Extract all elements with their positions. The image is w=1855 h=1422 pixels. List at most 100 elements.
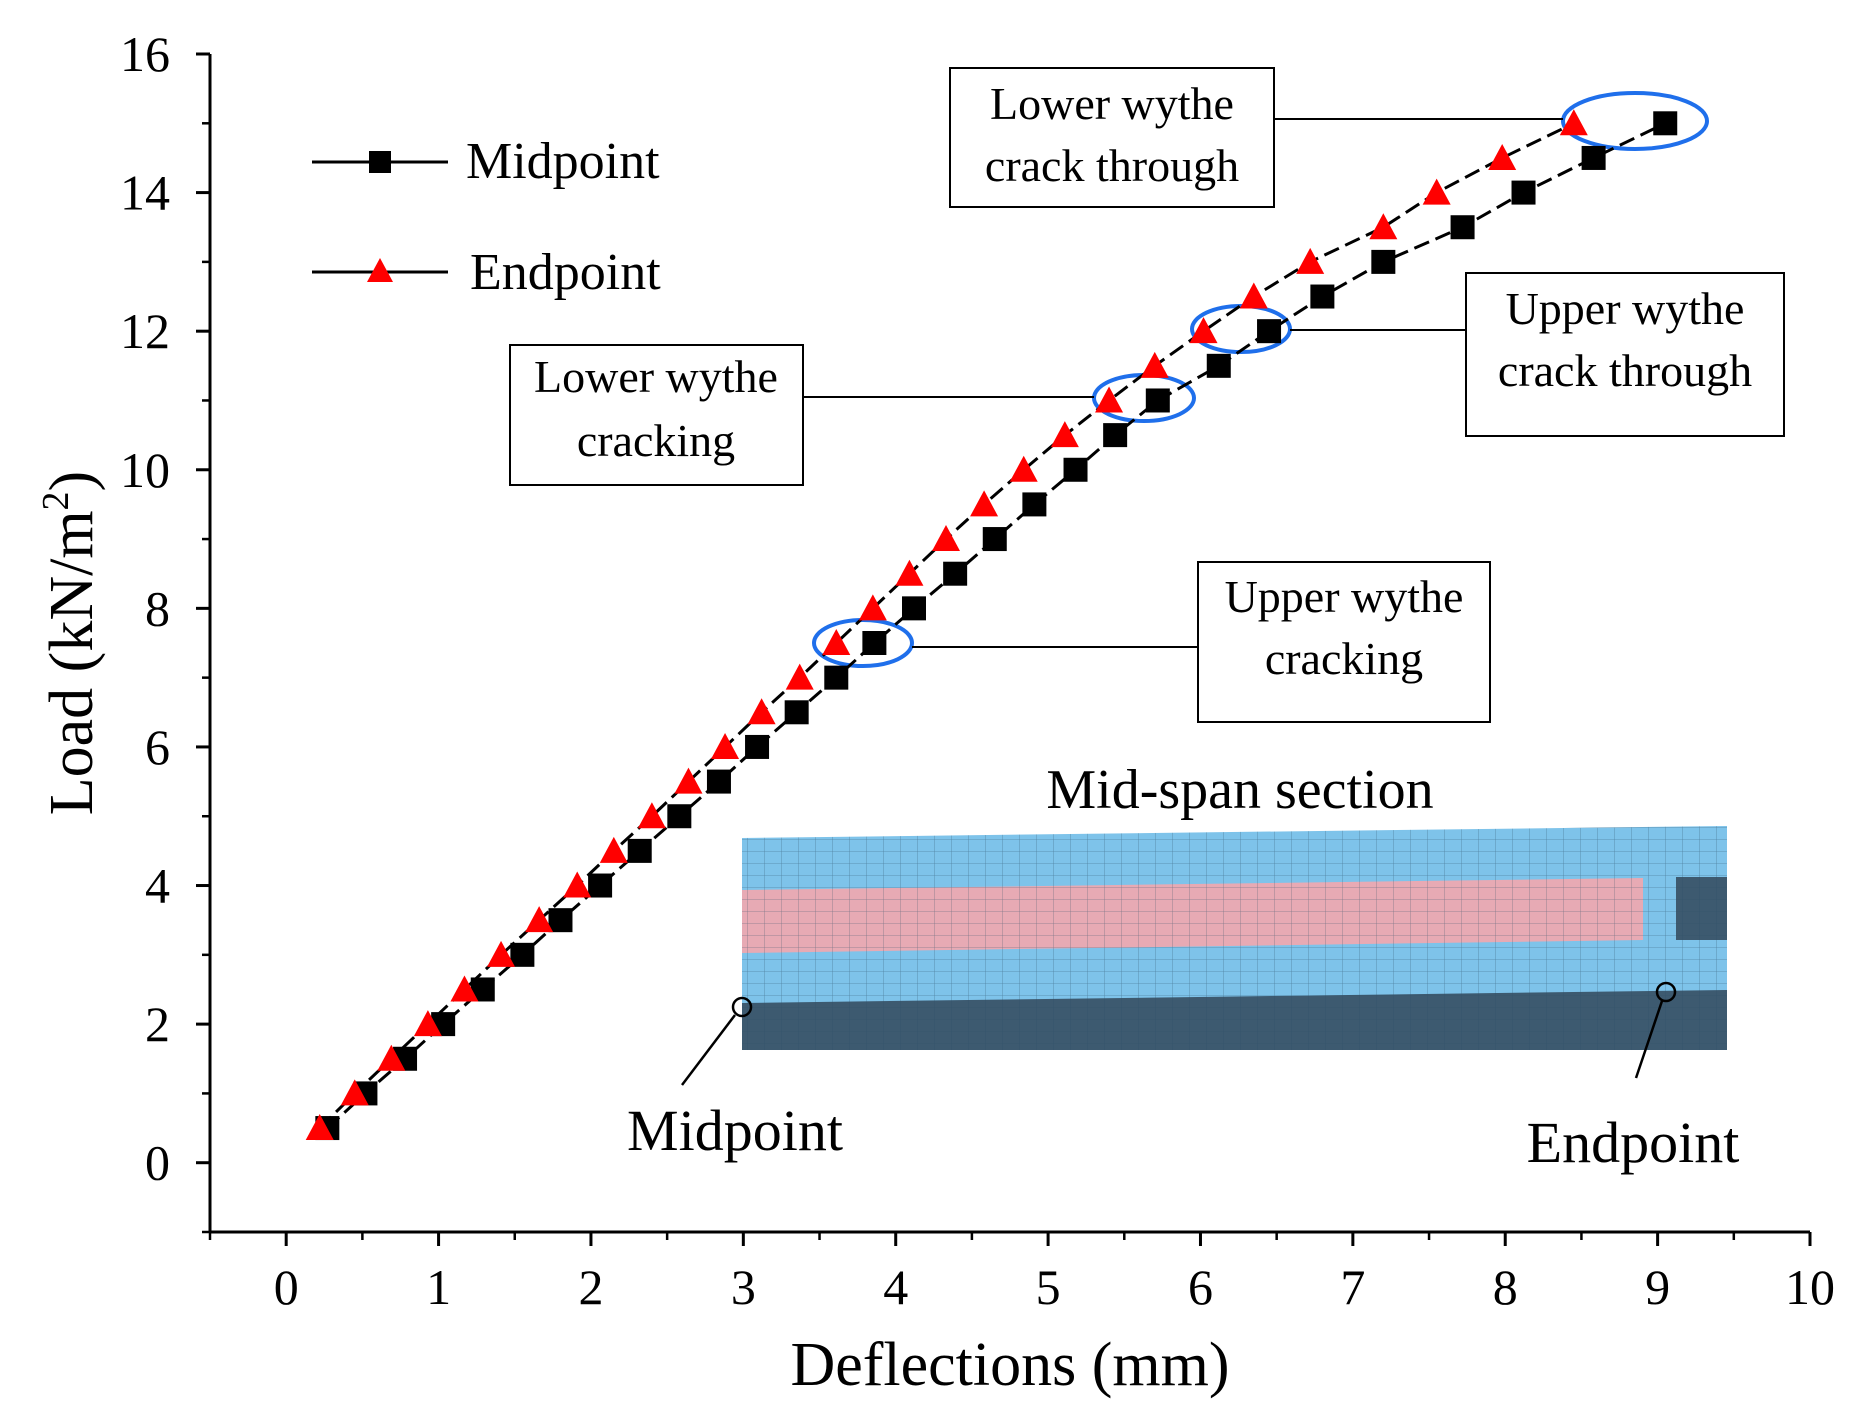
data-point-endpoint xyxy=(747,698,776,725)
data-point-endpoint xyxy=(822,629,851,655)
y-axis-label-sup: 2 xyxy=(35,491,77,510)
data-point-midpoint xyxy=(1653,111,1678,136)
data-point-midpoint xyxy=(1371,249,1396,274)
data-point-midpoint xyxy=(548,908,573,933)
data-point-endpoint xyxy=(1009,455,1038,482)
data-point-endpoint xyxy=(487,940,516,967)
highlight-lower-crack-through xyxy=(1561,91,1709,151)
data-point-endpoint xyxy=(1140,351,1169,378)
data-point-midpoint xyxy=(667,804,692,829)
x-tick-label: 7 xyxy=(1340,1259,1365,1315)
annotation-lower-crack-through-line2: crack through xyxy=(985,140,1239,191)
y-tick-label: 6 xyxy=(145,719,170,775)
annotation-upper-cracking: Upper wythe cracking xyxy=(1197,561,1491,723)
annotation-upper-crack-through-line2: crack through xyxy=(1498,345,1752,396)
inset-midpoint-leader xyxy=(681,1014,736,1086)
series-endpoint xyxy=(305,109,1588,1141)
legend-label-endpoint: Endpoint xyxy=(470,244,661,301)
leader-lines xyxy=(803,118,1563,648)
annotation-upper-crack-through: Upper wythe crack through xyxy=(1465,272,1785,437)
data-point-midpoint xyxy=(1257,319,1282,344)
data-point-endpoint xyxy=(711,732,740,759)
data-point-midpoint xyxy=(784,700,809,725)
data-point-endpoint xyxy=(970,490,999,517)
data-point-midpoint xyxy=(824,665,849,690)
data-point-midpoint xyxy=(706,769,731,794)
data-point-midpoint xyxy=(1581,145,1606,170)
y-tick-label: 16 xyxy=(120,26,170,82)
data-point-endpoint xyxy=(1050,421,1079,448)
data-point-endpoint xyxy=(1189,317,1218,344)
x-tick-label: 0 xyxy=(274,1259,299,1315)
inset-midpoint-marker xyxy=(731,996,753,1018)
y-axis-label: Load (kN/m2) xyxy=(35,471,106,815)
data-point-midpoint xyxy=(1103,423,1128,448)
y-tick-label: 12 xyxy=(120,303,170,359)
inset-midpoint-label: Midpoint xyxy=(627,1098,843,1163)
data-point-endpoint xyxy=(413,1010,442,1037)
legend-item-endpoint: Endpoint xyxy=(312,244,661,301)
legend: Midpoint Endpoint xyxy=(312,133,661,301)
data-point-endpoint xyxy=(599,836,628,863)
x-tick-label: 9 xyxy=(1645,1259,1670,1315)
data-point-midpoint xyxy=(1145,388,1170,413)
data-point-midpoint xyxy=(1063,457,1088,482)
data-point-endpoint xyxy=(450,975,479,1002)
annotation-boxes: Upper wythe cracking Lower wythe crackin… xyxy=(509,67,1785,723)
inset-endpoint-leader xyxy=(1634,1000,1664,1079)
y-tick-label: 0 xyxy=(145,1135,170,1191)
data-point-midpoint xyxy=(943,561,968,586)
inset-endpoint-label: Endpoint xyxy=(1527,1110,1740,1175)
data-point-midpoint xyxy=(1022,492,1047,517)
inset-mesh xyxy=(742,826,1727,1050)
inset-endpoint-marker xyxy=(1655,981,1677,1003)
data-point-endpoint xyxy=(563,871,592,898)
data-point-midpoint xyxy=(902,596,926,621)
data-point-endpoint xyxy=(1422,178,1451,205)
data-point-midpoint xyxy=(627,838,652,863)
x-tick-label: 4 xyxy=(883,1259,908,1315)
legend-triangle-marker xyxy=(367,258,393,282)
data-point-endpoint xyxy=(858,594,887,621)
y-tick-label: 8 xyxy=(145,580,170,636)
data-point-midpoint xyxy=(862,631,887,655)
legend-item-midpoint: Midpoint xyxy=(312,133,660,190)
inset-title: Mid-span section xyxy=(1046,759,1433,821)
data-point-endpoint xyxy=(674,767,703,794)
annotation-lower-crack-through-line1: Lower wythe xyxy=(990,78,1234,129)
y-tick-label: 10 xyxy=(120,442,170,498)
y-axis-label-close: ) xyxy=(38,471,106,492)
data-point-endpoint xyxy=(1296,247,1325,274)
x-tick-label: 10 xyxy=(1785,1259,1835,1315)
data-point-endpoint xyxy=(895,559,924,586)
annotation-upper-cracking-line1: Upper wythe xyxy=(1225,571,1464,622)
annotation-upper-crack-through-line1: Upper wythe xyxy=(1506,283,1745,334)
annotation-lower-cracking-line2: cracking xyxy=(577,415,735,466)
data-point-midpoint xyxy=(1450,215,1475,240)
data-point-endpoint xyxy=(1559,109,1588,136)
data-point-endpoint xyxy=(525,906,554,933)
data-point-endpoint xyxy=(377,1044,406,1071)
data-point-endpoint xyxy=(932,525,960,552)
data-point-midpoint xyxy=(1206,353,1231,378)
x-tick-label: 2 xyxy=(578,1259,603,1315)
annotation-upper-cracking-line2: cracking xyxy=(1265,633,1423,684)
data-point-endpoint xyxy=(305,1114,334,1141)
annotation-lower-cracking: Lower wythe cracking xyxy=(509,344,804,486)
annotation-lower-cracking-line1: Lower wythe xyxy=(534,351,778,402)
data-point-endpoint xyxy=(1488,143,1517,170)
data-point-endpoint xyxy=(1239,282,1268,309)
x-axis-label: Deflections (mm) xyxy=(790,1331,1229,1399)
legend-square-marker xyxy=(369,151,391,173)
data-point-midpoint xyxy=(588,873,613,898)
data-point-endpoint xyxy=(1095,386,1124,413)
x-tick-label: 1 xyxy=(426,1259,451,1315)
x-tick-label: 5 xyxy=(1036,1259,1061,1315)
data-point-endpoint xyxy=(785,663,814,690)
data-point-endpoint xyxy=(637,802,666,829)
data-point-midpoint xyxy=(1511,180,1536,205)
x-tick-label: 8 xyxy=(1493,1259,1518,1315)
x-tick-label: 3 xyxy=(731,1259,756,1315)
